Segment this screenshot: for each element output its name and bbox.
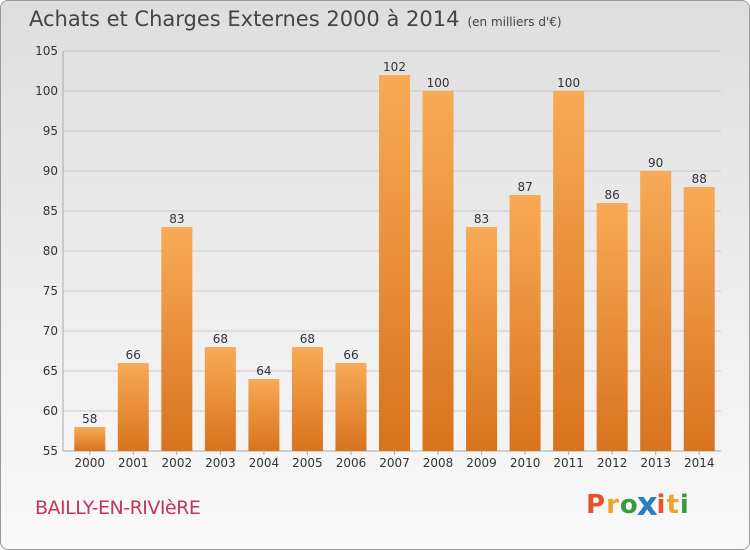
bar-2005	[291, 347, 323, 451]
bar-2000	[74, 427, 106, 451]
y-tick-label: 100	[35, 84, 58, 98]
bar-value-label: 100	[427, 76, 450, 90]
bar-value-label: 83	[474, 212, 489, 226]
x-tick-label: 2012	[597, 456, 628, 470]
y-tick-label: 55	[43, 444, 58, 458]
x-tick-label: 2004	[249, 456, 280, 470]
bar-2013	[640, 171, 672, 451]
y-tick-label: 70	[43, 324, 58, 338]
y-tick-label: 90	[43, 164, 58, 178]
x-tick-label: 2014	[684, 456, 715, 470]
bar-2014	[683, 187, 715, 451]
bar-value-label: 87	[517, 180, 532, 194]
bar-2002	[161, 227, 193, 451]
x-tick-label: 2002	[162, 456, 193, 470]
bar-2008	[422, 91, 454, 451]
bar-2009	[466, 227, 498, 451]
bar-value-label: 66	[343, 348, 358, 362]
bar-value-label: 83	[169, 212, 184, 226]
bar-2003	[204, 347, 236, 451]
logo-letter: o	[619, 490, 639, 520]
chart-subtitle: (en milliers d'€)	[467, 15, 562, 29]
chart-title-text: Achats et Charges Externes 2000 à 2014	[29, 7, 460, 31]
y-tick-label: 80	[43, 244, 58, 258]
bar-value-label: 102	[383, 60, 406, 74]
bar-value-label: 68	[213, 332, 228, 346]
bar-value-label: 68	[300, 332, 315, 346]
x-tick-label: 2007	[379, 456, 410, 470]
logo-letter: r	[606, 490, 620, 520]
bar-value-label: 66	[126, 348, 141, 362]
x-tick-label: 2006	[336, 456, 367, 470]
logo-letter: P	[586, 490, 607, 520]
bar-2007	[379, 75, 410, 451]
bar-2010	[509, 195, 541, 451]
y-tick-label: 65	[43, 364, 58, 378]
y-tick-label: 95	[43, 124, 58, 138]
bar-value-label: 100	[557, 76, 580, 90]
labels: 55 60 65 70 75 80 85 90 95 100 105 58 2000 66 2001 83 20…	[35, 44, 714, 470]
y-tick-label: 75	[43, 284, 58, 298]
x-tick-label: 2011	[553, 456, 584, 470]
x-tick-label: 2013	[640, 456, 671, 470]
x-tick-label: 2001	[118, 456, 149, 470]
logo-letter: i	[679, 490, 690, 520]
bar-value-label: 58	[82, 412, 97, 426]
logo-letter: i	[656, 490, 667, 520]
bars	[74, 75, 715, 451]
bar-value-label: 90	[648, 156, 663, 170]
bar-2012	[596, 203, 628, 451]
y-tick-label: 105	[35, 44, 58, 58]
bar-value-label: 64	[256, 364, 271, 378]
x-tick-label: 2000	[74, 456, 105, 470]
chart-title: Achats et Charges Externes 2000 à 2014 (e…	[29, 7, 562, 31]
logo-letter: x	[636, 486, 659, 524]
proxiti-logo: Proxiti	[586, 486, 690, 524]
y-tick-label: 60	[43, 404, 58, 418]
bar-value-label: 86	[605, 188, 620, 202]
x-tick-label: 2009	[466, 456, 497, 470]
location-name: BAILLY-EN-RIVIèRE	[35, 497, 201, 519]
bar-value-label: 88	[692, 172, 707, 186]
x-tick-label: 2010	[510, 456, 541, 470]
bar-2004	[248, 379, 280, 451]
y-tick-label: 85	[43, 204, 58, 218]
bar-2001	[117, 363, 149, 451]
x-tick-label: 2005	[292, 456, 323, 470]
bar-2011	[553, 91, 585, 451]
bar-2006	[335, 363, 367, 451]
logo-letter: t	[666, 490, 680, 520]
x-tick-label: 2003	[205, 456, 236, 470]
x-tick-label: 2008	[423, 456, 454, 470]
